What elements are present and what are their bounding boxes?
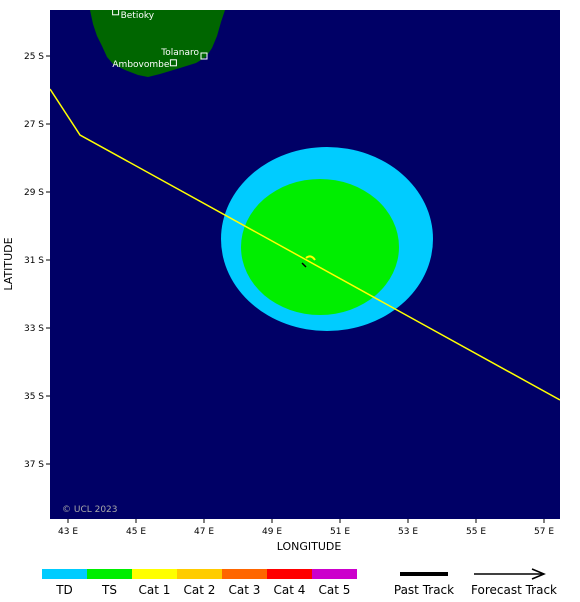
y-tick-label: 35 S [24,392,44,402]
storm-center-marker [301,262,307,268]
legend-cat2: Cat 2 [177,569,222,597]
place-label: Tolanaro [160,48,199,58]
place-marker [112,8,120,16]
place-marker [200,52,208,60]
place-marker [169,59,177,67]
legend-cat5: Cat 5 [312,569,357,597]
x-tick-label: 51 E [330,527,350,537]
x-axis-title: LONGITUDE [277,540,342,553]
madagascar-landmass [90,10,225,77]
place-label: Ambovombe [112,60,169,70]
x-tick-label: 55 E [466,527,486,537]
legend-label: Cat 5 [318,583,351,597]
x-axis-ticks: 43 E 45 E 47 E 49 E 51 E 53 E 55 E 57 E [58,519,554,537]
legend-swatch [132,569,177,579]
legend-swatch [87,569,132,579]
legend-swatch [312,569,357,579]
x-tick-label: 57 E [534,527,554,537]
y-tick-label: 27 S [24,120,44,130]
legend-cat3: Cat 3 [222,569,267,597]
past-track-legend: Past Track [388,568,460,597]
y-tick-label: 31 S [24,256,44,266]
legend-swatch [177,569,222,579]
storm-track-line [50,88,560,401]
legend-label: Cat 3 [228,583,261,597]
y-tick-label: 25 S [24,52,44,62]
x-tick-label: 49 E [262,527,282,537]
legend-swatch [267,569,312,579]
x-tick-label: 53 E [398,527,418,537]
cat1-marker [305,255,316,261]
x-tick-label: 47 E [194,527,214,537]
forecast-arrow-icon [474,568,546,580]
x-tick-label: 43 E [58,527,78,537]
legend-label: Cat 4 [273,583,306,597]
legend-label: TS [102,583,117,597]
place-markers: Betioky Tolanaro Ambovombe [112,8,208,70]
legend-ts: TS [87,569,132,597]
y-tick-label: 37 S [24,460,44,470]
legend-swatch [222,569,267,579]
legend-cat1: Cat 1 [132,569,177,597]
past-track-line-icon [400,572,448,576]
y-tick-label: 33 S [24,324,44,334]
copyright-text: © UCL 2023 [62,505,118,515]
legend-label: TD [56,583,73,597]
place-label: Betioky [121,11,155,21]
legend-label: Cat 1 [138,583,171,597]
legend-swatch [42,569,87,579]
x-tick-label: 45 E [126,527,146,537]
ts-wind-swath [241,179,399,315]
forecast-track-legend: Forecast Track [466,568,562,597]
legend-label: Cat 2 [183,583,216,597]
legend-cat4: Cat 4 [267,569,312,597]
forecast-track-label: Forecast Track [471,583,557,597]
legend-td: TD [42,569,87,597]
past-track-label: Past Track [393,583,455,597]
y-axis-title: LATITUDE [2,237,15,290]
y-tick-label: 29 S [24,188,44,198]
y-axis-ticks: 25 S 27 S 29 S 31 S 33 S 35 S 37 S [24,52,50,470]
intensity-legend: TD TS Cat 1 Cat 2 Cat 3 Cat 4 Cat 5 [42,569,357,597]
